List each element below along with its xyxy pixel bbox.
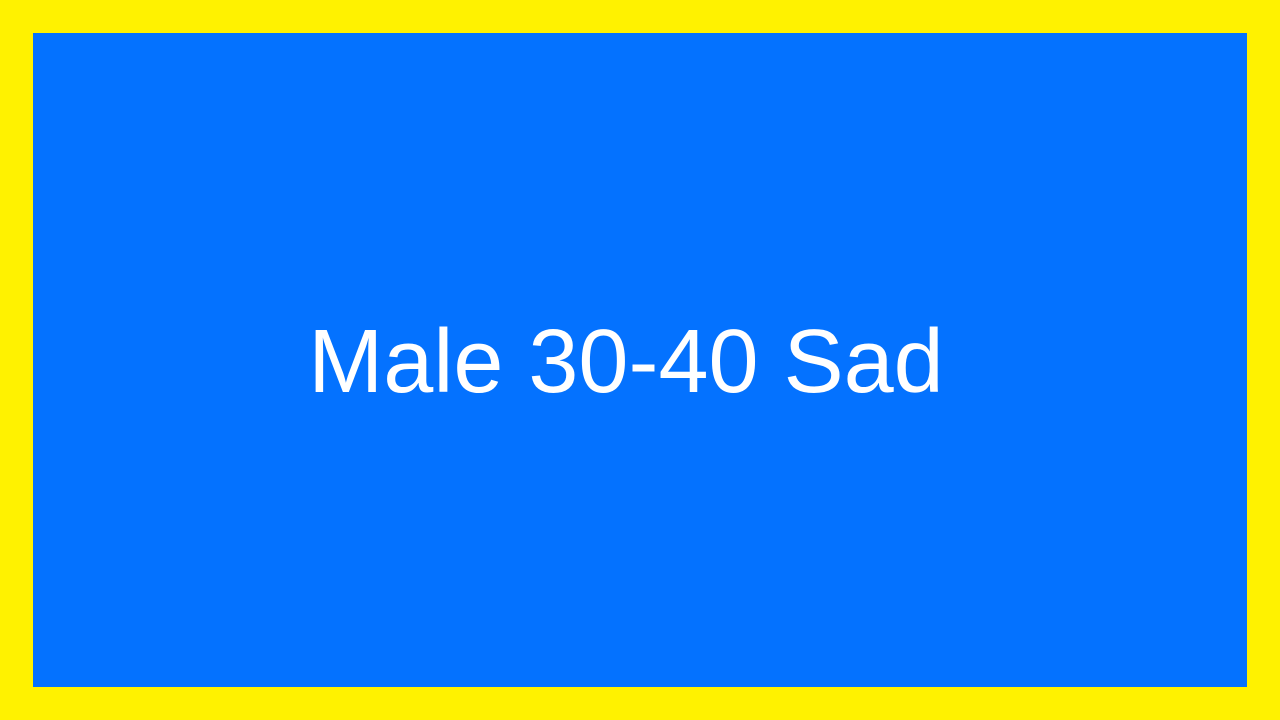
panel-caption: Male 30-40 Sad	[308, 311, 944, 412]
main-panel: Male 30-40 Sad	[33, 33, 1247, 687]
